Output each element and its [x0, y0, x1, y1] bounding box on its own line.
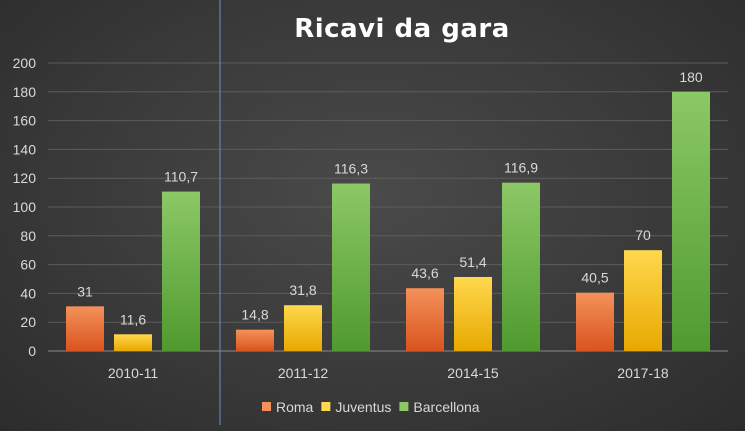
bar-juventus-2014-15 [454, 276, 492, 351]
bar-barcellona-2014-15 [502, 182, 540, 351]
data-label-roma-2014-15: 43,6 [411, 265, 438, 281]
bars [66, 91, 710, 352]
x-category-label: 2017-18 [617, 365, 669, 381]
data-labels: 31 11,6 110,7 14,8 31,8 116,3 43,6 51,4 116,9 40,… [77, 69, 703, 327]
legend: Roma Juventus Barcellona [262, 399, 480, 415]
data-label-barcellona-2010-11: 110,7 [164, 169, 198, 185]
y-tick-label: 40 [20, 285, 36, 301]
bar-barcellona-2010-11 [162, 191, 200, 351]
legend-label-roma: Roma [276, 399, 314, 415]
y-tick-label: 180 [13, 84, 37, 100]
x-category-label: 2014-15 [447, 365, 499, 381]
data-label-juventus-2010-11: 11,6 [120, 311, 146, 327]
data-label-roma-2010-11: 31 [77, 283, 93, 299]
y-tick-label: 60 [20, 257, 36, 273]
legend-swatch-roma [262, 402, 271, 411]
x-category-label: 2011-12 [278, 365, 329, 381]
y-tick-label: 160 [13, 113, 37, 129]
data-label-barcellona-2011-12: 116,3 [334, 161, 368, 177]
y-tick-label: 80 [20, 228, 36, 244]
bar-barcellona-2017-18 [672, 91, 710, 352]
data-label-roma-2017-18: 40,5 [581, 270, 608, 286]
data-label-juventus-2014-15: 51,4 [459, 254, 486, 270]
y-tick-label: 0 [28, 343, 36, 359]
x-axis-categories: 2010-11 2011-12 2014-15 2017-18 [108, 365, 669, 381]
data-label-roma-2011-12: 14,8 [241, 307, 268, 323]
bar-juventus-2011-12 [284, 305, 322, 351]
data-label-barcellona-2017-18: 180 [679, 69, 703, 85]
bar-roma-2014-15 [406, 288, 444, 351]
bar-juventus-2017-18 [624, 250, 662, 351]
y-tick-label: 120 [13, 170, 37, 186]
y-tick-label: 140 [13, 141, 37, 157]
bar-juventus-2010-11 [114, 334, 152, 351]
data-label-barcellona-2014-15: 116,9 [504, 160, 538, 176]
bar-roma-2017-18 [576, 292, 614, 351]
y-tick-label: 200 [13, 55, 37, 71]
legend-label-juventus: Juventus [335, 399, 391, 415]
bar-roma-2010-11 [66, 306, 104, 351]
chart-title: Ricavi da gara [294, 14, 510, 44]
x-category-label: 2010-11 [108, 365, 159, 381]
y-tick-label: 100 [13, 199, 37, 215]
gridlines [48, 62, 728, 352]
legend-swatch-barcellona [399, 402, 409, 411]
data-label-juventus-2017-18: 70 [635, 227, 651, 243]
y-axis-ticks: 0 20 40 60 80 100 120 140 160 180 200 [13, 55, 37, 359]
legend-swatch-juventus [321, 402, 331, 411]
bar-roma-2011-12 [236, 329, 274, 351]
bar-barcellona-2011-12 [332, 183, 370, 351]
y-tick-label: 20 [20, 314, 36, 330]
legend-label-barcellona: Barcellona [413, 399, 479, 415]
data-label-juventus-2011-12: 31,8 [289, 282, 316, 298]
